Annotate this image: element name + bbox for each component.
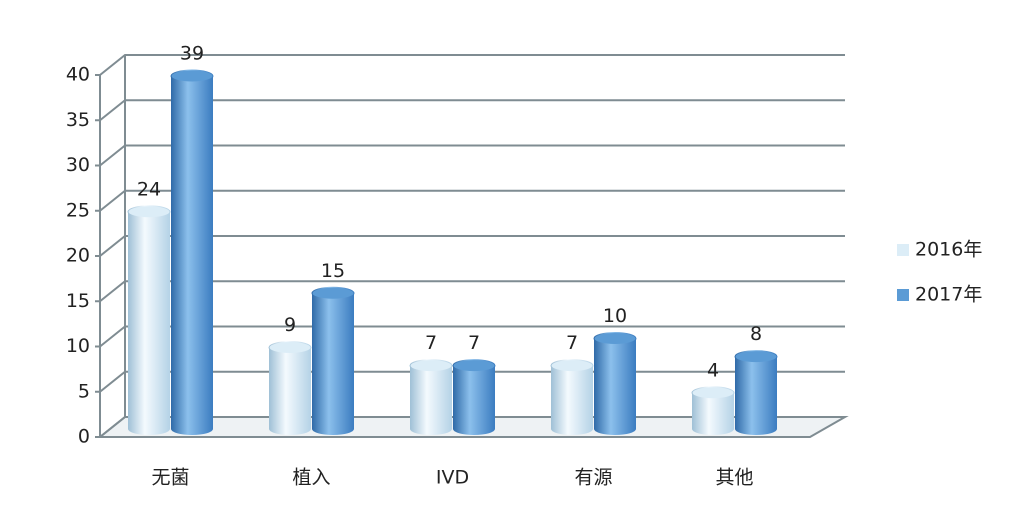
legend-label: 2017年 bbox=[915, 284, 982, 306]
bar bbox=[551, 365, 593, 429]
cylinder-top bbox=[550, 359, 594, 373]
value-label: 8 bbox=[750, 323, 762, 345]
cylinder-top bbox=[170, 69, 214, 83]
bar bbox=[735, 356, 777, 429]
x-tick-label: IVD bbox=[436, 467, 469, 489]
y-tick-label: 20 bbox=[66, 245, 90, 267]
y-tick-label: 30 bbox=[66, 154, 90, 176]
value-label: 7 bbox=[566, 332, 578, 354]
bar bbox=[410, 365, 452, 429]
value-label: 7 bbox=[468, 332, 480, 354]
cylinder-top bbox=[127, 205, 171, 219]
cylinder-top bbox=[691, 386, 735, 400]
grid-line bbox=[99, 54, 845, 76]
cylinder-top bbox=[734, 350, 778, 364]
bar bbox=[128, 211, 170, 429]
legend-swatch bbox=[897, 244, 909, 256]
x-tick-label: 无菌 bbox=[151, 467, 189, 489]
value-label: 39 bbox=[180, 43, 204, 65]
x-tick-label: 植入 bbox=[292, 467, 330, 489]
legend-swatch bbox=[897, 289, 909, 301]
y-tick-label: 15 bbox=[66, 290, 90, 312]
bar bbox=[594, 338, 636, 429]
x-tick-label: 有源 bbox=[574, 467, 612, 489]
y-tick-label: 25 bbox=[66, 199, 90, 221]
grid-line bbox=[99, 235, 845, 257]
bar bbox=[171, 76, 213, 430]
cylinder-top bbox=[409, 359, 453, 373]
y-tick-label: 5 bbox=[78, 380, 90, 402]
x-tick-label: 其他 bbox=[715, 467, 753, 489]
bar bbox=[269, 347, 311, 429]
value-label: 24 bbox=[137, 178, 161, 200]
value-label: 15 bbox=[321, 260, 345, 282]
value-label: 4 bbox=[707, 359, 719, 381]
cylinder-top bbox=[593, 332, 637, 345]
cylinder-top bbox=[311, 286, 355, 300]
y-tick-label: 0 bbox=[78, 426, 90, 448]
value-label: 10 bbox=[603, 305, 627, 327]
y-tick-label: 40 bbox=[66, 64, 90, 86]
legend-label: 2016年 bbox=[915, 239, 982, 261]
grid-line bbox=[99, 144, 845, 167]
bar bbox=[453, 365, 495, 429]
value-label: 7 bbox=[425, 332, 437, 354]
y-tick-label: 35 bbox=[66, 109, 90, 131]
cylinder-top bbox=[452, 359, 496, 373]
cylinder-top bbox=[268, 341, 312, 355]
grid-line bbox=[99, 99, 845, 122]
y-tick-label: 10 bbox=[66, 335, 90, 357]
grid-line bbox=[99, 280, 845, 303]
value-label: 9 bbox=[284, 314, 296, 336]
grid-line bbox=[99, 189, 845, 212]
bar bbox=[312, 293, 354, 429]
grid-line bbox=[99, 325, 845, 348]
